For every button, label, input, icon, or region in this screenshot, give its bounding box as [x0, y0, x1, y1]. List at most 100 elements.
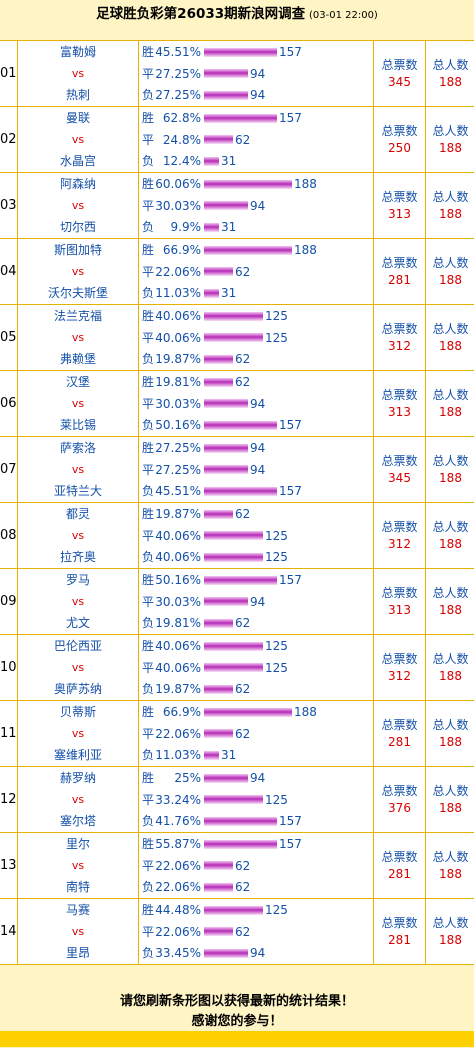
vote-row-draw: 平 30.03% 94: [142, 595, 373, 609]
home-team: 阿森纳: [59, 177, 96, 191]
outcome-percent: 33.45%: [155, 946, 202, 960]
away-team: 塞维利亚: [53, 748, 102, 762]
outcome-percent: 62.8%: [162, 111, 202, 125]
outcome-count: 125: [265, 528, 288, 543]
outcome-percent: 22.06%: [155, 858, 202, 873]
total-people: 总人数 188: [426, 833, 474, 898]
match-teams: 萨索洛 vs 亚特兰大: [18, 437, 138, 502]
total-votes-label: 总票数: [381, 783, 418, 798]
outcome-count: 157: [279, 814, 302, 828]
outcome-percent: 66.9%: [162, 243, 202, 257]
total-votes: 总票数 376: [374, 767, 425, 832]
total-votes-label: 总票数: [381, 255, 418, 270]
total-people-value: 188: [439, 536, 462, 551]
outcome-count: 125: [265, 792, 288, 807]
vote-bars: 胜 55.87% 157 平 22.06% 62 负 22.06% 62: [139, 833, 373, 898]
total-votes-label: 总票数: [381, 849, 418, 864]
outcome-label-lose: 负: [142, 748, 155, 762]
outcome-count: 62: [235, 924, 251, 939]
vs-label: vs: [71, 66, 85, 80]
outcome-percent: 55.87%: [155, 837, 202, 851]
vote-row-lose: 负 27.25% 94: [142, 88, 373, 102]
vote-bar: [204, 552, 264, 562]
vote-row-win: 胜 44.48% 125: [142, 903, 373, 917]
match-table: 01 富勒姆 vs 热刺胜 45.51% 157 平 27.25% 94 负 27.25% 94 总票数…: [0, 41, 474, 964]
vote-bar: [204, 267, 234, 276]
outcome-count: 31: [221, 748, 237, 762]
total-votes-value: 250: [388, 140, 411, 155]
total-people-label: 总人数: [432, 321, 469, 336]
outcome-percent: 27.25%: [155, 66, 202, 81]
vote-row-win: 胜 66.9% 188: [142, 705, 373, 719]
total-people: 总人数 188: [426, 173, 474, 238]
vote-row-lose: 负 45.51% 157: [142, 484, 373, 498]
outcome-percent: 66.9%: [162, 705, 202, 719]
total-people-value: 188: [439, 140, 462, 155]
vote-row-draw: 平 30.03% 94: [142, 397, 373, 411]
vote-bar: [204, 641, 264, 651]
vote-bar: [204, 156, 220, 166]
outcome-count: 125: [265, 330, 288, 345]
vote-row-lose: 负 19.81% 62: [142, 616, 373, 630]
outcome-percent: 27.25%: [155, 441, 202, 455]
vote-bar: [204, 575, 278, 585]
total-people: 总人数 188: [426, 41, 474, 106]
outcome-label-win: 胜: [142, 507, 155, 521]
outcome-label-win: 胜: [142, 441, 155, 455]
total-people-label: 总人数: [432, 255, 469, 270]
total-people: 总人数 188: [426, 899, 474, 964]
vote-bar: [204, 839, 278, 849]
outcome-percent: 9.9%: [170, 220, 202, 234]
outcome-label-win: 胜: [142, 705, 155, 719]
match-number: 04: [0, 239, 17, 304]
total-votes-label: 总票数: [381, 123, 418, 138]
total-people-label: 总人数: [432, 651, 469, 666]
outcome-label-lose: 负: [142, 550, 155, 564]
survey-title: 足球胜负彩第26033期新浪网调查: [96, 6, 306, 22]
vote-bar: [204, 663, 264, 672]
vs-label: vs: [71, 528, 85, 542]
away-team: 奥萨苏纳: [53, 682, 102, 696]
outcome-label-draw: 平: [142, 132, 155, 147]
vote-bar: [204, 905, 264, 915]
outcome-label-draw: 平: [142, 594, 155, 609]
outcome-count: 62: [235, 375, 251, 389]
outcome-label-draw: 平: [142, 396, 155, 411]
match-number: 10: [0, 635, 17, 700]
total-votes: 总票数 313: [374, 371, 425, 436]
outcome-percent: 30.03%: [155, 396, 202, 411]
outcome-percent: 50.16%: [155, 573, 202, 587]
vote-row-lose: 负 19.87% 62: [142, 682, 373, 696]
page-header: 足球胜负彩第26033期新浪网调查 (03-01 22:00): [0, 0, 474, 41]
outcome-count: 62: [235, 880, 251, 894]
away-team: 塞尔塔: [59, 814, 96, 828]
home-team: 巴伦西亚: [53, 639, 102, 653]
vote-bar: [204, 861, 234, 870]
outcome-count: 94: [250, 946, 266, 960]
away-team: 莱比锡: [59, 418, 96, 432]
vs-label: vs: [71, 396, 85, 410]
total-people: 总人数 188: [426, 371, 474, 436]
total-people-label: 总人数: [432, 57, 469, 72]
outcome-percent: 50.16%: [155, 418, 202, 432]
vote-row-win: 胜 19.81% 62: [142, 375, 373, 389]
outcome-count: 125: [265, 639, 288, 653]
match-teams: 斯图加特 vs 沃尔夫斯堡: [18, 239, 138, 304]
home-team: 法兰克福: [53, 309, 102, 323]
outcome-label-lose: 负: [142, 286, 155, 300]
outcome-count: 62: [235, 132, 251, 147]
vote-row-win: 胜 60.06% 188: [142, 177, 373, 191]
outcome-percent: 22.06%: [155, 924, 202, 939]
total-votes-value: 345: [388, 470, 411, 485]
outcome-count: 157: [279, 111, 302, 125]
vote-bars: 胜 66.9% 188 平 22.06% 62 负 11.03% 31: [139, 239, 373, 304]
match-teams: 汉堡 vs 莱比锡: [18, 371, 138, 436]
vote-bar: [204, 597, 249, 606]
outcome-percent: 30.03%: [155, 198, 202, 213]
total-votes: 总票数 312: [374, 305, 425, 370]
home-team: 斯图加特: [53, 243, 102, 257]
vote-row-draw: 平 22.06% 62: [142, 727, 373, 741]
outcome-count: 62: [235, 726, 251, 741]
total-votes: 总票数 250: [374, 107, 425, 172]
outcome-count: 62: [235, 616, 251, 630]
